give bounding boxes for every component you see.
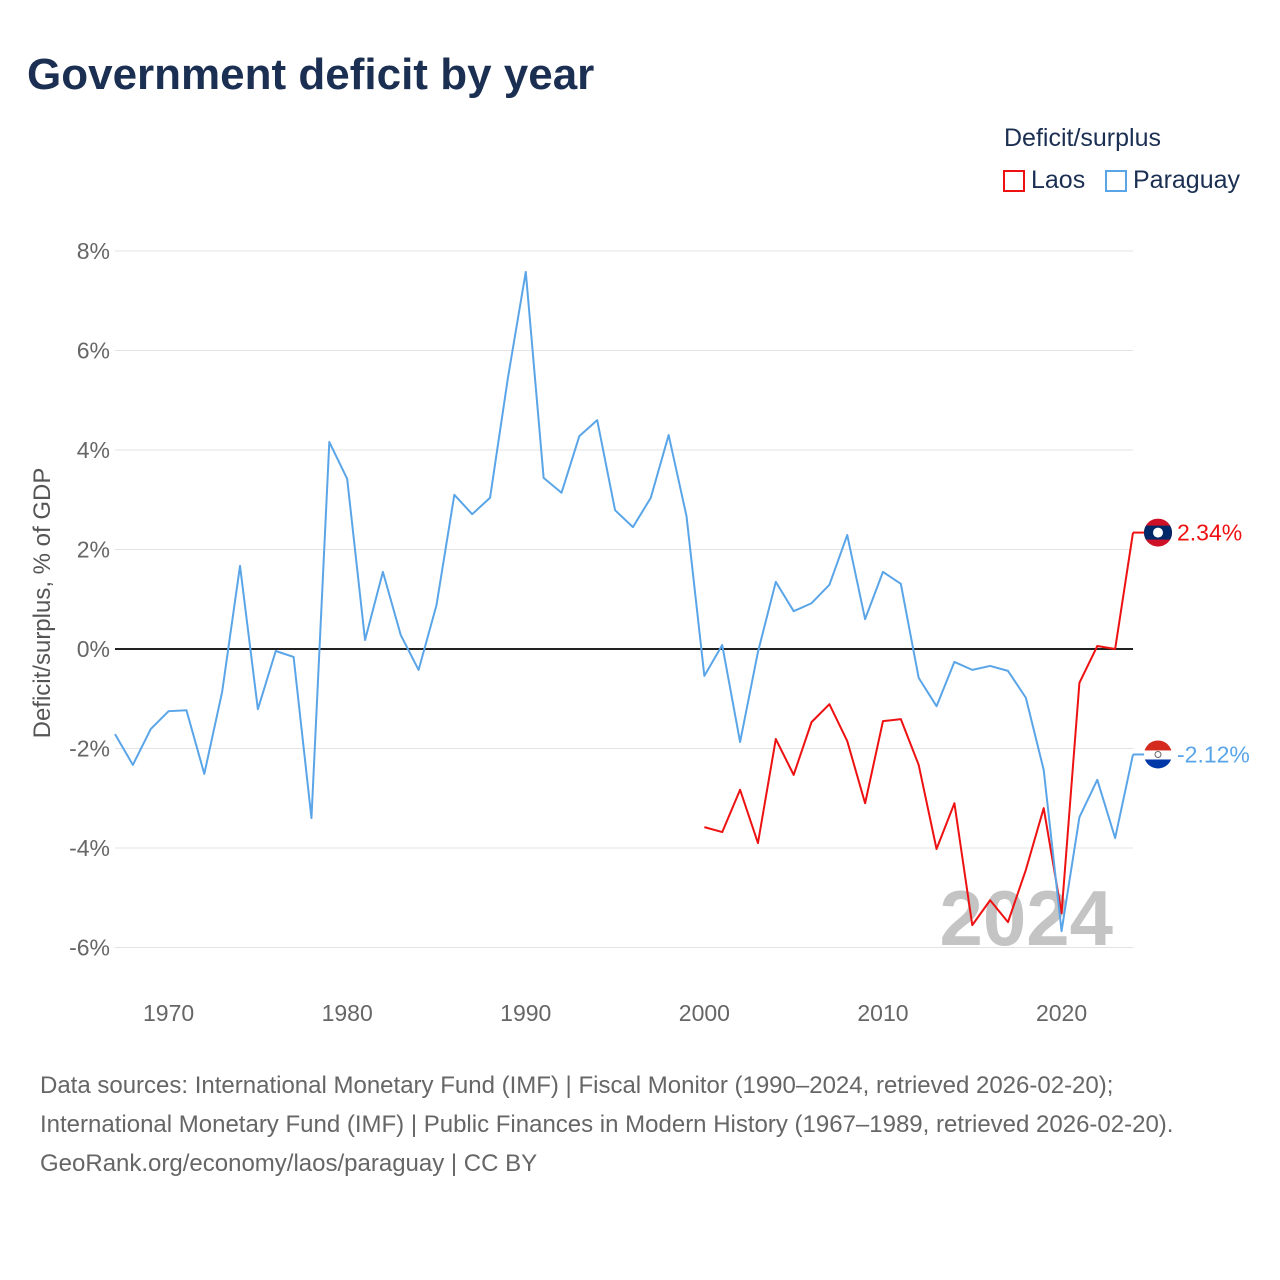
y-tick-label: 6% [77,338,110,364]
end-value-label-laos: 2.34% [1177,520,1242,546]
x-tick-label: 2000 [679,1000,730,1026]
paraguay-flag-icon [1144,740,1172,769]
attribution-link[interactable]: GeoRank.org/economy/laos/paraguay | CC B… [40,1150,538,1177]
sources-note: Data sources: International Monetary Fun… [40,1066,1240,1183]
laos-flag-icon [1144,518,1172,547]
y-axis-label: Deficit/surplus, % of GDP [29,468,56,739]
legend-label-laos: Laos [1031,166,1086,194]
legend-item-paraguay[interactable]: Paraguay [1105,166,1240,195]
y-tick-label: 0% [77,636,110,662]
end-value-label-paraguay: -2.12% [1177,741,1250,767]
line-chart: 8% 6% 4% 2% 0% -2% -4% -6% 1970 1980 1990 2000 2010 2… [29,238,1250,1026]
year-watermark: 2024 [939,874,1113,962]
y-tick-label: -2% [69,736,110,762]
y-tick-label: -6% [69,935,110,961]
y-tick-label: 8% [77,238,110,264]
series-line-paraguay[interactable] [114,270,1134,933]
x-tick-label: 1970 [143,1000,194,1026]
data-sources: Data sources: International Monetary Fun… [40,1072,1174,1138]
series-line-laos[interactable] [704,532,1134,927]
x-tick-label: 2010 [857,1000,908,1026]
legend-swatch-laos [1003,169,1025,192]
y-tick-label: 2% [77,537,110,563]
legend-title: Deficit/surplus [1004,124,1161,152]
legend-swatch-paraguay [1105,169,1127,192]
chart-title: Government deficit by year [27,50,595,99]
x-tick-label: 1990 [500,1000,551,1026]
y-tick-label: -4% [69,835,110,861]
y-tick-label: 4% [77,437,110,463]
x-tick-label: 1980 [322,1000,373,1026]
legend-label-paraguay: Paraguay [1133,166,1241,194]
x-tick-label: 2020 [1036,1000,1087,1026]
legend-item-laos[interactable]: Laos [1003,166,1085,195]
